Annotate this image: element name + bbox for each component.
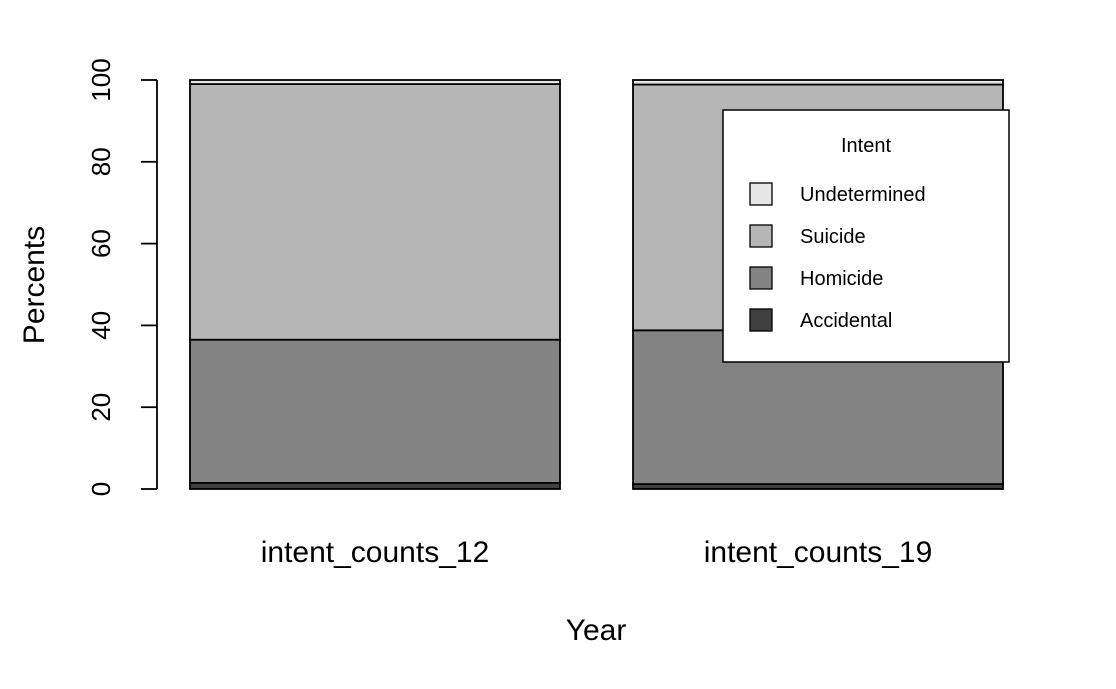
legend-swatch-homicide — [749, 266, 773, 290]
y-tick-label-80: 80 — [86, 147, 116, 176]
legend-label-suicide: Suicide — [800, 226, 866, 248]
legend-swatch-suicide — [749, 224, 773, 248]
y-tick-label-20: 20 — [86, 393, 116, 422]
category-label-1: intent_counts_12 — [261, 536, 490, 569]
bar-segment-homicide-1 — [189, 338, 561, 484]
category-labels: intent_counts_12 intent_counts_19 — [261, 536, 933, 569]
x-axis-label: Year — [566, 614, 627, 647]
category-label-2: intent_counts_19 — [704, 536, 933, 569]
legend-label-homicide: Homicide — [800, 268, 883, 290]
legend: Intent Undetermined Suicide Homicide Accide… — [722, 109, 1010, 363]
legend-swatch-undetermined — [749, 182, 773, 206]
legend-swatch-accidental — [749, 308, 773, 332]
bar-segment-undetermined-2 — [632, 79, 1004, 86]
bar-segment-accidental-1 — [189, 481, 561, 490]
legend-label-undetermined: Undetermined — [800, 184, 926, 206]
y-tick-label-0: 0 — [86, 482, 116, 496]
bar-segment-undetermined-1 — [189, 79, 561, 85]
y-tick-label-40: 40 — [86, 311, 116, 340]
legend-title: Intent — [841, 135, 891, 157]
bar-segment-suicide-1 — [189, 83, 561, 341]
y-axis: 0 20 40 60 80 100 — [86, 58, 158, 496]
legend-label-accidental: Accidental — [800, 310, 892, 332]
y-tick-label-100: 100 — [86, 58, 116, 101]
y-tick-label-60: 60 — [86, 229, 116, 258]
y-axis-label: Percents — [18, 226, 51, 344]
